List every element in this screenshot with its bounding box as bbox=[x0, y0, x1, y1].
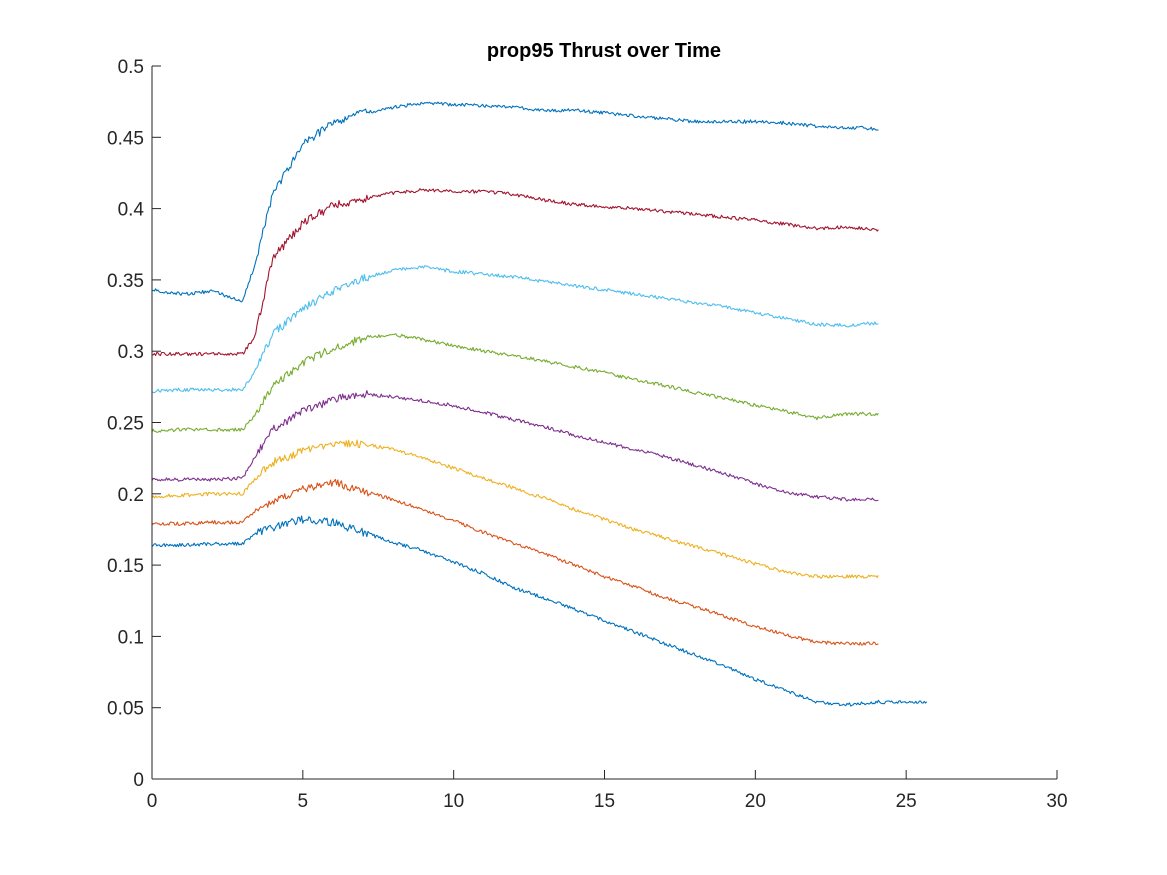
y-tick-label: 0.25 bbox=[107, 414, 144, 435]
x-tick-label: 15 bbox=[594, 791, 615, 812]
x-tick-label: 0 bbox=[147, 791, 158, 812]
series-line bbox=[151, 439, 879, 579]
y-tick-label: 0 bbox=[133, 770, 144, 791]
series-line bbox=[151, 515, 928, 707]
x-tick-label: 5 bbox=[298, 791, 309, 812]
series-line bbox=[151, 265, 879, 394]
y-tick-label: 0.5 bbox=[118, 57, 144, 78]
x-axis-ticks: 0 5 10 15 20 25 30 bbox=[147, 770, 1068, 812]
series-line bbox=[151, 333, 879, 433]
y-tick-label: 0.15 bbox=[107, 556, 144, 577]
y-tick-label: 0.4 bbox=[118, 200, 145, 221]
chart-title: prop95 Thrust over Time bbox=[487, 40, 721, 62]
y-tick-label: 0.3 bbox=[118, 342, 144, 363]
y-tick-label: 0.45 bbox=[107, 128, 144, 149]
series-line bbox=[152, 101, 879, 303]
y-tick-label: 0.1 bbox=[118, 627, 144, 648]
series-line bbox=[151, 188, 879, 357]
y-tick-label: 0.2 bbox=[118, 485, 144, 506]
series-layer bbox=[151, 101, 928, 707]
y-axis-ticks: 0 0.05 0.1 0.15 0.2 0.25 0.3 0.35 0.4 0.45 0.5 bbox=[107, 57, 161, 791]
y-tick-label: 0.35 bbox=[107, 271, 144, 292]
x-tick-label: 10 bbox=[443, 791, 464, 812]
x-tick-label: 30 bbox=[1046, 791, 1067, 812]
y-tick-label: 0.05 bbox=[107, 699, 144, 720]
series-line bbox=[151, 390, 879, 502]
x-tick-label: 20 bbox=[745, 791, 766, 812]
series-line bbox=[151, 478, 879, 646]
x-tick-label: 25 bbox=[896, 791, 917, 812]
